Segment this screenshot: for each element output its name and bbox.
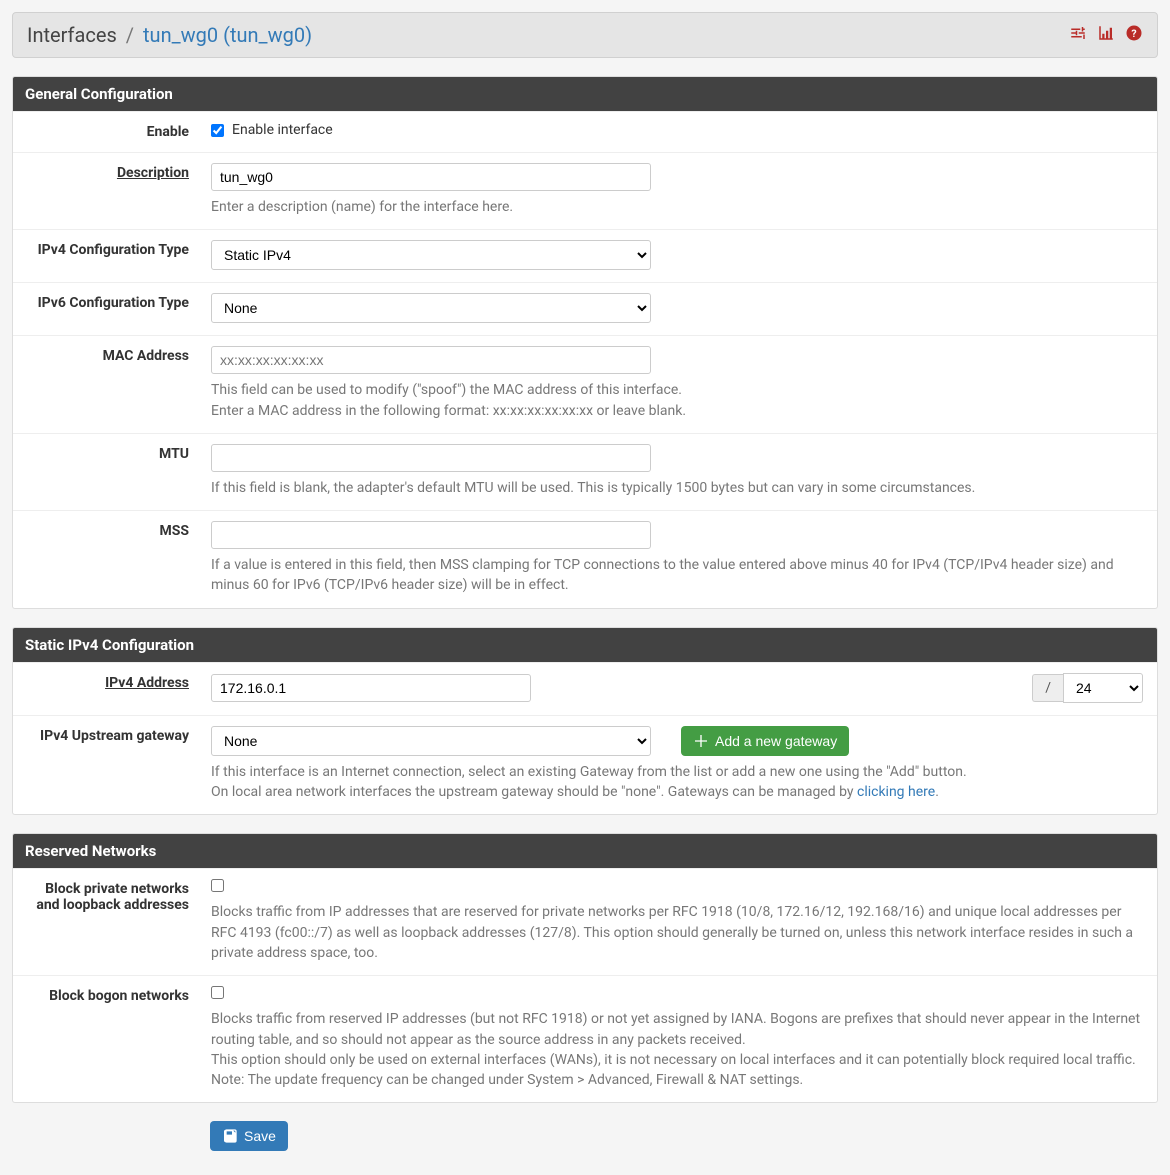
panel-static-ipv4: Static IPv4 Configuration IPv4 Address /… xyxy=(12,627,1158,816)
save-button-label: Save xyxy=(244,1128,276,1144)
label-block-private: Block private networks and loopback addr… xyxy=(13,869,203,975)
add-gateway-label: Add a new gateway xyxy=(715,733,837,749)
label-ipv4-address: IPv4 Address xyxy=(13,663,203,715)
description-help: Enter a description (name) for the inter… xyxy=(211,197,1143,217)
label-ipv4-type: IPv4 Configuration Type xyxy=(13,230,203,282)
label-ipv6-type: IPv6 Configuration Type xyxy=(13,283,203,335)
label-mtu: MTU xyxy=(13,434,203,510)
breadcrumb-current[interactable]: tun_wg0 (tun_wg0) xyxy=(143,23,312,47)
panel-header-reserved: Reserved Networks xyxy=(13,834,1157,868)
row-block-private: Block private networks and loopback addr… xyxy=(13,868,1157,975)
mss-help: If a value is entered in this field, the… xyxy=(211,555,1143,596)
label-block-bogon: Block bogon networks xyxy=(13,976,203,1102)
mac-input[interactable] xyxy=(211,346,651,374)
mac-help: This field can be used to modify ("spoof… xyxy=(211,380,1143,421)
row-enable: Enable Enable interface xyxy=(13,111,1157,152)
save-button[interactable]: Save xyxy=(210,1121,288,1151)
block-private-help: Blocks traffic from IP addresses that ar… xyxy=(211,902,1143,963)
breadcrumb-separator: / xyxy=(126,23,134,47)
ipv4-prefix-slash: / xyxy=(1032,674,1063,702)
panel-general: General Configuration Enable Enable inte… xyxy=(12,76,1158,609)
enable-checkbox-label: Enable interface xyxy=(232,122,333,138)
gateway-help: If this interface is an Internet connect… xyxy=(211,762,1143,803)
row-mtu: MTU If this field is blank, the adapter'… xyxy=(13,433,1157,510)
mss-input[interactable] xyxy=(211,521,651,549)
sliders-icon[interactable] xyxy=(1069,24,1087,46)
page-header: Interfaces / tun_wg0 (tun_wg0) ? xyxy=(12,12,1158,58)
block-bogon-checkbox[interactable] xyxy=(211,986,224,999)
label-mss: MSS xyxy=(13,511,203,608)
mtu-input[interactable] xyxy=(211,444,651,472)
row-mss: MSS If a value is entered in this field,… xyxy=(13,510,1157,608)
row-block-bogon: Block bogon networks Blocks traffic from… xyxy=(13,975,1157,1102)
help-icon[interactable]: ? xyxy=(1125,24,1143,46)
ipv4-address-input[interactable] xyxy=(211,674,531,702)
panel-header-static-ipv4: Static IPv4 Configuration xyxy=(13,628,1157,662)
chart-icon[interactable] xyxy=(1097,24,1115,46)
mtu-help: If this field is blank, the adapter's de… xyxy=(211,478,1143,498)
panel-reserved: Reserved Networks Block private networks… xyxy=(12,833,1158,1103)
row-ipv4-type: IPv4 Configuration Type Static IPv4 xyxy=(13,229,1157,282)
label-ipv4-gateway: IPv4 Upstream gateway xyxy=(13,716,203,815)
row-mac: MAC Address This field can be used to mo… xyxy=(13,335,1157,433)
block-bogon-help: Blocks traffic from reserved IP addresse… xyxy=(211,1009,1143,1090)
gateway-manage-link[interactable]: clicking here xyxy=(857,784,935,800)
ipv4-prefix-select[interactable]: 24 xyxy=(1063,673,1143,703)
ipv4-gateway-select[interactable]: None xyxy=(211,726,651,756)
description-input[interactable] xyxy=(211,163,651,191)
save-row: Save xyxy=(12,1121,1158,1163)
svg-text:?: ? xyxy=(1131,27,1136,40)
row-ipv4-gateway: IPv4 Upstream gateway None Add a new gat… xyxy=(13,715,1157,815)
label-mac: MAC Address xyxy=(13,336,203,433)
label-enable: Enable xyxy=(13,112,203,152)
header-toolbar: ? xyxy=(1069,24,1143,46)
block-private-checkbox[interactable] xyxy=(211,879,224,892)
ipv4-type-select[interactable]: Static IPv4 xyxy=(211,240,651,270)
add-gateway-button[interactable]: Add a new gateway xyxy=(681,726,849,756)
enable-checkbox-wrapper[interactable]: Enable interface xyxy=(211,122,1143,138)
breadcrumb: Interfaces / tun_wg0 (tun_wg0) xyxy=(27,23,312,47)
row-description: Description Enter a description (name) f… xyxy=(13,152,1157,229)
ipv6-type-select[interactable]: None xyxy=(211,293,651,323)
enable-checkbox[interactable] xyxy=(211,124,224,137)
save-icon xyxy=(222,1128,238,1144)
breadcrumb-root[interactable]: Interfaces xyxy=(27,23,117,47)
plus-icon xyxy=(693,733,709,749)
row-ipv6-type: IPv6 Configuration Type None xyxy=(13,282,1157,335)
label-description: Description xyxy=(13,153,203,229)
row-ipv4-address: IPv4 Address / 24 xyxy=(13,662,1157,715)
panel-header-general: General Configuration xyxy=(13,77,1157,111)
